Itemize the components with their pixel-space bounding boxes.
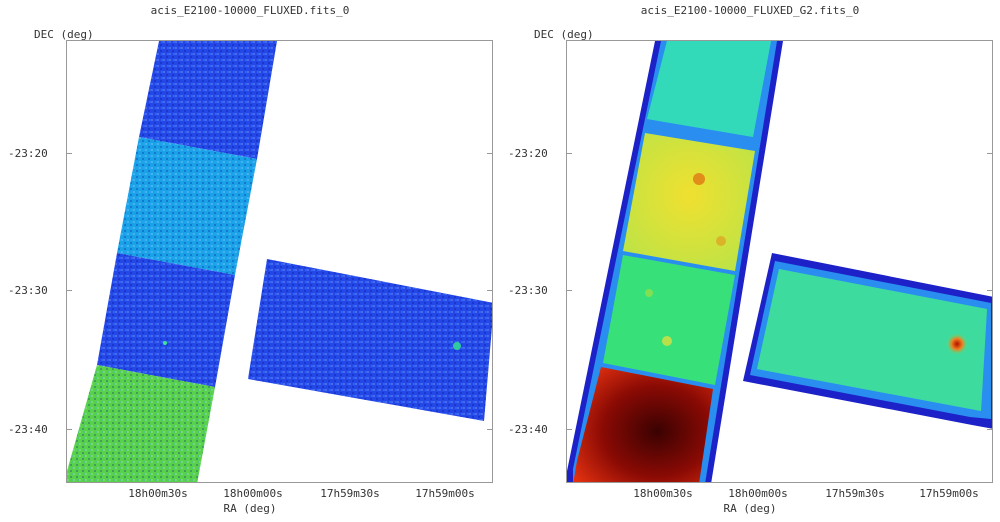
- y-tick-mark: [566, 153, 572, 154]
- y-tick-label: -23:20: [8, 147, 48, 160]
- y-tick-label: -23:40: [508, 423, 548, 436]
- point-source: [946, 333, 968, 355]
- image-frame[interactable]: [566, 40, 993, 483]
- y-tick-label: -23:20: [508, 147, 548, 160]
- chip-upper-mid: [623, 133, 755, 271]
- x-tick-label: 17h59m00s: [415, 487, 475, 500]
- y-tick-label: -23:30: [508, 284, 548, 297]
- x-axis-label: RA (deg): [723, 502, 777, 515]
- chip-right: [757, 269, 987, 411]
- chip-bottom: [573, 367, 713, 482]
- smoothed-image: [567, 41, 992, 482]
- x-tick-label: 17h59m30s: [825, 487, 885, 500]
- panel-title: acis_E2100-10000_FLUXED.fits_0: [150, 4, 350, 17]
- left-image-panel: acis_E2100-10000_FLUXED.fits_0 DEC (deg): [8, 4, 493, 515]
- y-tick-mark: [487, 153, 493, 154]
- point-source: [453, 342, 461, 350]
- y-tick-label: -23:40: [8, 423, 48, 436]
- y-axis-label: DEC (deg): [534, 28, 594, 41]
- y-tick-mark: [566, 429, 572, 430]
- x-tick-label: 17h59m30s: [320, 487, 380, 500]
- x-tick-label: 18h00m00s: [728, 487, 788, 500]
- x-axis-label: RA (deg): [223, 502, 277, 515]
- y-tick-mark: [66, 429, 72, 430]
- y-tick-mark: [66, 290, 72, 291]
- x-tick-label: 18h00m30s: [128, 487, 188, 500]
- y-tick-mark: [987, 429, 993, 430]
- panel-title: acis_E2100-10000_FLUXED_G2.fits_0: [640, 4, 860, 17]
- y-tick-mark: [487, 429, 493, 430]
- y-tick-label: -23:30: [8, 284, 48, 297]
- right-image-panel: acis_E2100-10000_FLUXED_G2.fits_0 DEC (d…: [500, 0, 1000, 522]
- y-axis-label: DEC (deg): [34, 28, 94, 41]
- y-tick-mark: [987, 153, 993, 154]
- chip-top: [647, 41, 771, 137]
- y-tick-mark: [487, 290, 493, 291]
- image-frame[interactable]: [66, 40, 493, 483]
- x-tick-label: 18h00m30s: [633, 487, 693, 500]
- x-tick-label: 17h59m00s: [919, 487, 979, 500]
- y-tick-mark: [987, 290, 993, 291]
- fluxed-image: [67, 41, 492, 482]
- y-tick-mark: [66, 153, 72, 154]
- y-tick-mark: [566, 290, 572, 291]
- chip-lower-mid: [603, 255, 735, 385]
- x-tick-label: 18h00m00s: [223, 487, 283, 500]
